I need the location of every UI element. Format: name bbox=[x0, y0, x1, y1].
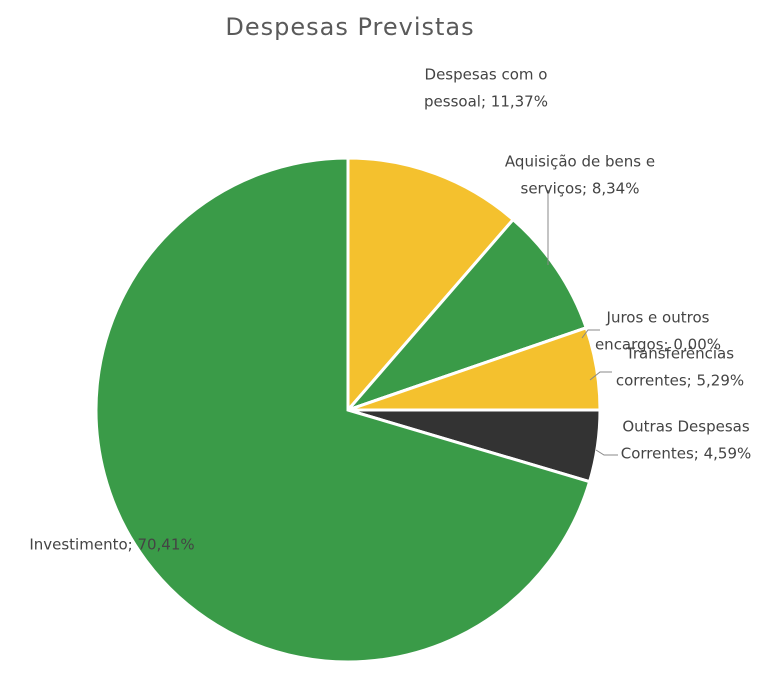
pie-slice bbox=[346, 156, 516, 415]
data-label: Transferências bbox=[625, 345, 734, 363]
leader-line bbox=[595, 449, 618, 456]
data-label: encargos; 0,00% bbox=[595, 336, 721, 354]
data-label: Juros e outros bbox=[606, 309, 710, 327]
slices bbox=[94, 156, 602, 664]
leader-line bbox=[581, 329, 600, 339]
pie-slice bbox=[343, 217, 589, 414]
leader-lines bbox=[547, 190, 618, 456]
data-label: Aquisição de bens e bbox=[505, 153, 655, 171]
chart-title: Despesas Previstas bbox=[225, 13, 474, 41]
leader-line bbox=[589, 371, 612, 381]
data-label: pessoal; 11,37% bbox=[424, 93, 548, 111]
data-label: Investimento; 70,41% bbox=[29, 536, 194, 554]
data-label: Correntes; 4,59% bbox=[621, 445, 752, 463]
data-label: Outras Despesas bbox=[622, 418, 749, 436]
data-label: correntes; 5,29% bbox=[616, 372, 744, 390]
pie-slice bbox=[94, 156, 592, 664]
data-label: serviços; 8,34% bbox=[521, 180, 640, 198]
data-label: Despesas com o bbox=[425, 66, 548, 84]
